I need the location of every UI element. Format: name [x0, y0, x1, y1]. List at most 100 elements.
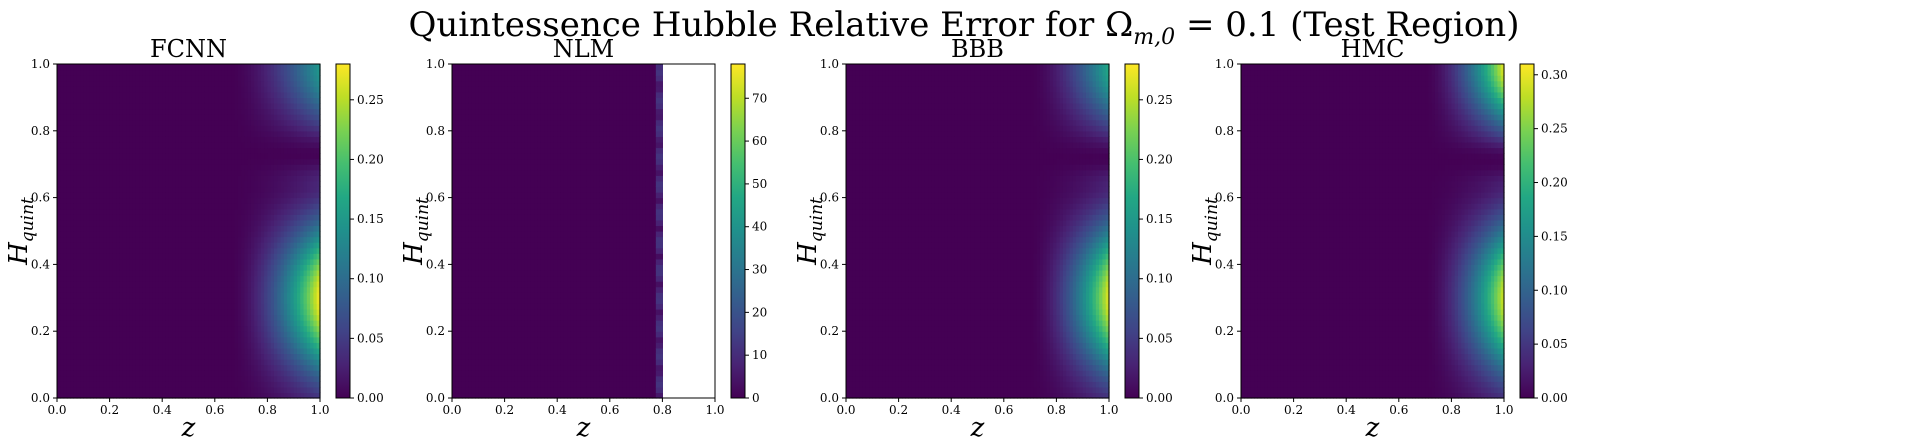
- heatmap-cell: [89, 392, 94, 399]
- heatmap-cell: [86, 281, 91, 288]
- heatmap-cell: [83, 91, 88, 98]
- heatmap-cell: [60, 308, 65, 316]
- heatmap-cell: [89, 175, 94, 182]
- heatmap-cell: [112, 281, 117, 288]
- heatmap-cell: [63, 130, 68, 137]
- heatmap-cell: [112, 275, 117, 282]
- heatmap-cell: [99, 292, 104, 299]
- heatmap-cell: [109, 236, 114, 243]
- heatmap-cell: [86, 64, 91, 71]
- heatmap-cell: [99, 297, 104, 304]
- heatmap-cell: [116, 303, 121, 310]
- heatmap-cell: [86, 203, 91, 210]
- heatmap-cell: [119, 214, 124, 221]
- heatmap-cell: [63, 308, 68, 316]
- heatmap-cell: [103, 203, 107, 210]
- heatmap-cell: [119, 186, 124, 193]
- heatmap-cell: [86, 80, 91, 87]
- heatmap-cell: [116, 147, 121, 154]
- heatmap-cell: [66, 75, 71, 82]
- heatmap-cell: [122, 292, 127, 299]
- heatmap-cell: [103, 370, 107, 377]
- heatmap-cell: [89, 231, 94, 238]
- heatmap-cell: [63, 292, 68, 299]
- heatmap-cell: [89, 253, 94, 260]
- heatmap-cell: [119, 353, 124, 360]
- heatmap-cell: [99, 130, 104, 137]
- heatmap-cell: [103, 359, 107, 366]
- heatmap-cell: [83, 331, 88, 338]
- heatmap-cell: [103, 381, 107, 388]
- heatmap-cell: [86, 375, 91, 382]
- heatmap-cell: [70, 325, 75, 332]
- heatmap-cell: [89, 164, 94, 171]
- heatmap-cell: [57, 130, 61, 137]
- heatmap-cell: [93, 153, 98, 160]
- heatmap-cell: [60, 86, 65, 93]
- heatmap-cell: [96, 308, 101, 316]
- heatmap-cell: [106, 119, 111, 126]
- heatmap-cell: [119, 325, 124, 332]
- heatmap-cell: [83, 359, 88, 366]
- heatmap-cell: [99, 219, 104, 227]
- heatmap-cell: [106, 108, 111, 115]
- heatmap-cell: [116, 225, 121, 232]
- heatmap-cell: [76, 303, 81, 310]
- heatmap-cell: [116, 392, 121, 399]
- heatmap-cell: [70, 303, 75, 310]
- heatmap-cell: [86, 108, 91, 115]
- heatmap-cell: [116, 75, 121, 82]
- heatmap-cell: [83, 231, 88, 238]
- heatmap-cell: [109, 331, 114, 338]
- heatmap-cell: [57, 297, 61, 304]
- heatmap-cell: [80, 247, 84, 254]
- heatmap-cell: [116, 91, 121, 98]
- heatmap-cell: [119, 225, 124, 232]
- heatmap-cell: [80, 164, 84, 171]
- heatmap-cell: [80, 219, 84, 227]
- heatmap-cell: [96, 80, 101, 87]
- heatmap-cell: [60, 286, 65, 293]
- heatmap-cell: [60, 97, 65, 104]
- heatmap-cell: [119, 281, 124, 288]
- heatmap-cell: [109, 169, 114, 176]
- heatmap-cell: [119, 359, 124, 366]
- heatmap-cell: [119, 114, 124, 121]
- heatmap-cell: [112, 292, 117, 299]
- heatmap-cell: [73, 320, 78, 327]
- heatmap-cell: [96, 186, 101, 193]
- heatmap-cell: [76, 147, 81, 154]
- heatmap-cell: [73, 253, 78, 260]
- heatmap-cell: [66, 64, 71, 71]
- heatmap-cell: [89, 236, 94, 243]
- heatmap-cell: [73, 275, 78, 282]
- heatmap-cell: [57, 136, 61, 143]
- heatmap-cell: [112, 69, 117, 76]
- heatmap-cell: [96, 253, 101, 260]
- heatmap-cell: [73, 236, 78, 243]
- panel-fcnn: 0.0 0.2 0.4 0.6 0.8 1.00.00.20.40.60.81.0FCNN…: [4, 35, 384, 443]
- x-tick-label: 0.2: [100, 403, 119, 417]
- heatmap-cell: [60, 381, 65, 388]
- heatmap-cell: [66, 80, 71, 87]
- heatmap-cell: [60, 242, 65, 249]
- heatmap-cell: [109, 303, 114, 310]
- heatmap-cell: [116, 214, 121, 221]
- heatmap-cell: [106, 308, 111, 316]
- heatmap-cell: [122, 208, 127, 215]
- heatmap-cell: [89, 97, 94, 104]
- heatmap-cell: [63, 214, 68, 221]
- heatmap-cell: [106, 125, 111, 132]
- heatmap-cell: [80, 102, 84, 110]
- heatmap-cell: [57, 119, 61, 126]
- heatmap-cell: [89, 308, 94, 316]
- heatmap-cell: [66, 102, 71, 110]
- heatmap-cell: [112, 169, 117, 176]
- heatmap-cell: [86, 169, 91, 176]
- heatmap-cell: [73, 392, 78, 399]
- heatmap-cell: [93, 275, 98, 282]
- heatmap-cell: [106, 359, 111, 366]
- heatmap-cell: [86, 308, 91, 316]
- heatmap-cell: [76, 125, 81, 132]
- heatmap-cell: [83, 153, 88, 160]
